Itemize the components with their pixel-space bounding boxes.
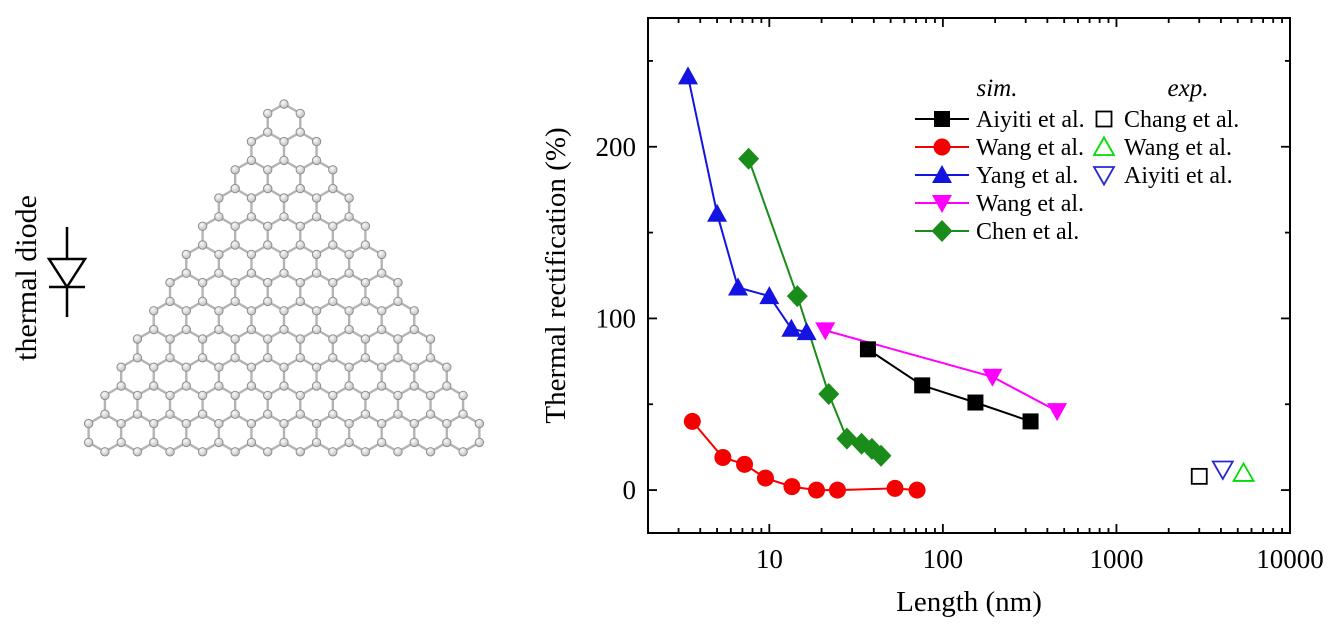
series-line-aiyiti-et-al- <box>867 348 1031 423</box>
legend-entry-label: Wang et al. <box>976 191 1084 217</box>
series-line-yang-et-al- <box>687 76 807 334</box>
series-markers-sim-aiyiti-et-al- <box>859 341 1039 430</box>
svg-text:10000: 10000 <box>1256 544 1324 574</box>
legend-group-exp: exp. Chang et al.Wang et al.Aiyiti et al. <box>1092 75 1239 189</box>
svg-text:100: 100 <box>596 303 637 333</box>
svg-text:10: 10 <box>756 544 783 574</box>
svg-text:100: 100 <box>923 544 964 574</box>
legend-entry-label: Wang et al. <box>1124 135 1232 161</box>
series-line-chen-et-al- <box>747 158 882 457</box>
legend-entry-label: Chang et al. <box>1124 107 1239 133</box>
legend-entry-label: Wang et al. <box>976 135 1084 161</box>
series-markers-sim-wang-et-al- <box>683 412 926 499</box>
axis-labels: Length (nm) Thermal rectification (%) <box>540 127 1042 618</box>
legend-entry-label: Yang et al. <box>976 163 1078 189</box>
series-markers-sim-wang-et-al- <box>815 322 1068 422</box>
legend-entry-label: Aiyiti et al. <box>976 107 1085 133</box>
legend-group-title: exp. <box>1168 75 1209 102</box>
svg-text:200: 200 <box>596 132 637 162</box>
x-axis-label: Length (nm) <box>896 586 1042 618</box>
diode-icon <box>46 227 88 317</box>
legend-group-sim: sim.Aiyiti et al.Wang et al.Yang et al.W… <box>915 75 1085 245</box>
series-markers-sim-chen-et-al- <box>738 147 892 467</box>
series-markers-sim-yang-et-al- <box>677 66 817 341</box>
legend-entry-label: Aiyiti et al. <box>1124 163 1233 189</box>
svg-text:1000: 1000 <box>1089 544 1143 574</box>
legend-entry-label: Chen et al. <box>976 219 1079 245</box>
y-axis-label: Thermal rectification (%) <box>540 127 572 423</box>
axis-tick-labels: 10 100 1000 10000 0 100 200 <box>596 132 1324 574</box>
carbon-atoms <box>83 99 485 457</box>
svg-text:0: 0 <box>623 475 637 505</box>
graphene-triangle-flake <box>83 99 485 457</box>
legend: sim.Aiyiti et al.Wang et al.Yang et al.W… <box>915 75 1239 245</box>
plot-frame <box>647 17 1291 534</box>
series-markers-exp-chang-et-al- <box>1190 467 1208 485</box>
legend-group-title: sim. <box>977 75 1018 102</box>
axis-ticks <box>648 18 1291 533</box>
series-markers-exp-aiyiti-et-al- <box>1211 460 1235 481</box>
series-markers-exp-wang-et-al- <box>1232 461 1256 482</box>
